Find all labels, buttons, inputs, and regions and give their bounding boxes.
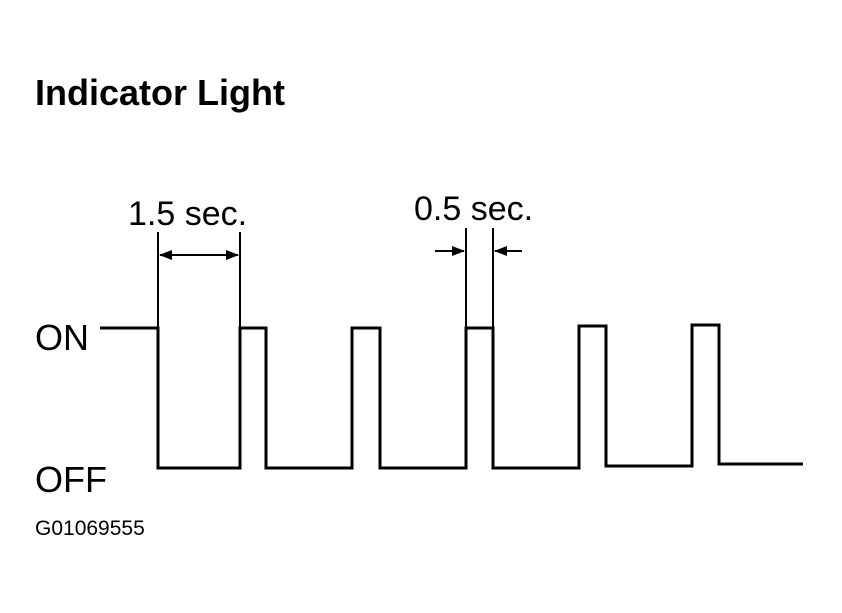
waveform [100, 323, 803, 470]
arrowhead [226, 250, 239, 260]
interval-long-label: 1.5 sec. [128, 195, 247, 233]
arrowhead [159, 250, 172, 260]
arrowhead [452, 246, 465, 256]
figure-id: G01069555 [35, 517, 145, 540]
off-label: OFF [35, 459, 107, 500]
title: Indicator Light [35, 72, 285, 113]
arrowhead [494, 246, 507, 256]
on-label: ON [35, 317, 89, 358]
interval-short-label: 0.5 sec. [414, 190, 533, 228]
